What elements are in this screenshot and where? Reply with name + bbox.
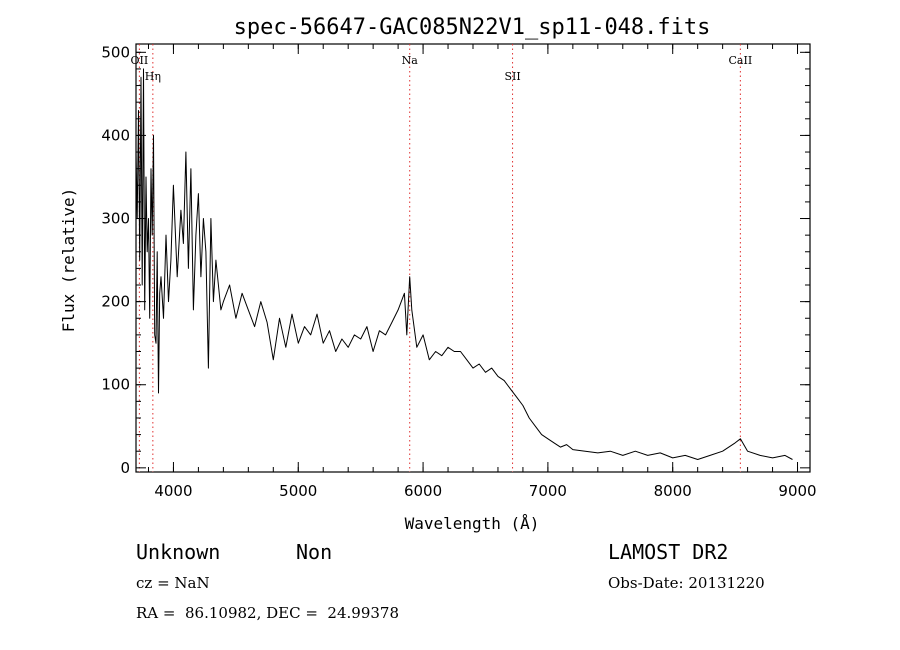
x-tick-label: 7000 xyxy=(529,482,567,500)
subclass-label: Non xyxy=(296,540,333,564)
y-tick-label: 0 xyxy=(120,459,130,477)
coordinates-label: RA = 86.10982, DEC = 24.99378 xyxy=(136,604,400,622)
y-tick-label: 300 xyxy=(101,210,130,228)
y-axis-label: Flux (relative) xyxy=(59,188,78,333)
y-tick-label: 100 xyxy=(101,376,130,394)
spectral-line-label: Na xyxy=(402,54,419,67)
plot-frame xyxy=(135,43,811,473)
chart-title: spec-56647-GAC085N22V1_sp11-048.fits xyxy=(234,15,711,40)
x-tick-label: 8000 xyxy=(654,482,692,500)
spectral-line-label: Hη xyxy=(145,70,161,83)
redshift-label: cz = NaN xyxy=(136,574,210,592)
plot-area: OII Hη Na SII CaII 4000 5000 6000 7000 8000 9000 0 1… xyxy=(101,43,816,500)
x-tick-label: 9000 xyxy=(778,482,816,500)
class-label: Unknown xyxy=(136,540,221,564)
spectral-line-label: OII xyxy=(131,54,149,67)
y-tick-label: 400 xyxy=(101,126,130,144)
y-tick-label: 200 xyxy=(101,293,130,311)
y-tick-label: 500 xyxy=(101,43,130,61)
x-axis-label: Wavelength (Å) xyxy=(405,514,540,533)
spectrum-line xyxy=(135,68,793,460)
x-tick-label: 5000 xyxy=(279,482,317,500)
x-tick-label: 4000 xyxy=(154,482,192,500)
spectral-line-label: SII xyxy=(504,70,520,83)
spectral-line-label: CaII xyxy=(729,54,753,67)
obs-date-label: Obs-Date: 20131220 xyxy=(608,574,765,592)
x-tick-label: 6000 xyxy=(404,482,442,500)
survey-label: LAMOST DR2 xyxy=(608,540,729,564)
